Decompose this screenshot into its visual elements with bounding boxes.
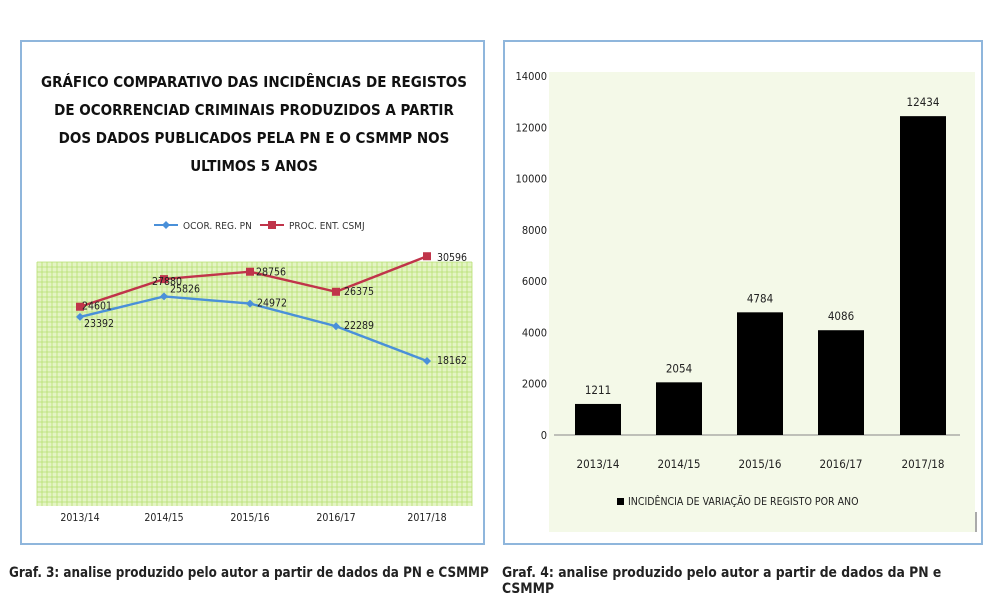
plot-area: 1211 2054 4784 4086 12434 — [549, 72, 977, 532]
legend-label: OCOR. REG. PN — [183, 221, 252, 232]
figure-caption-right: Graf. 4: analise produzido pelo autor a … — [502, 565, 942, 597]
chart-title-line: GRÁFICO COMPARATIVO DAS INCIDÊNCIAS DE R… — [41, 72, 467, 91]
bar — [737, 312, 783, 435]
bar-value-label: 12434 — [907, 95, 940, 109]
bar-value-label: 4086 — [828, 309, 854, 323]
bar — [575, 403, 621, 435]
legend-swatch — [617, 498, 624, 505]
data-point — [423, 356, 431, 365]
x-tick-label: 2014/15 — [144, 512, 183, 524]
data-point — [246, 299, 254, 308]
y-tick-label: 14000 — [516, 70, 547, 83]
data-label: 24972 — [257, 298, 287, 310]
data-label: 22289 — [344, 320, 374, 332]
x-tick-label: 2013/14 — [577, 457, 620, 471]
y-tick-label: 12000 — [516, 121, 547, 134]
data-label: 24601 — [82, 301, 112, 313]
bar-value-label: 2054 — [666, 361, 692, 375]
y-tick-label: 8000 — [522, 224, 547, 237]
data-point — [246, 267, 254, 276]
data-point — [76, 302, 84, 311]
data-point — [332, 322, 340, 331]
y-axis-ticks: 0 2000 4000 6000 8000 10000 12000 14000 — [516, 70, 547, 442]
chart-legend: INCIDÊNCIA DE VARIAÇÃO DE REGISTO POR AN… — [617, 495, 859, 508]
y-tick-label: 0 — [541, 429, 547, 442]
line-chart-panel: GRÁFICO COMPARATIVO DAS INCIDÊNCIAS DE R… — [20, 40, 485, 545]
legend-label: PROC. ENT. CSMJ — [289, 221, 365, 232]
chart-title-line: ULTIMOS 5 ANOS — [190, 157, 318, 175]
data-label: 25826 — [170, 283, 200, 295]
x-tick-label: 2017/18 — [902, 457, 945, 471]
bar-value-label: 4784 — [747, 291, 773, 305]
data-label: 30596 — [437, 252, 467, 264]
y-tick-label: 4000 — [522, 326, 547, 339]
x-tick-label: 2016/17 — [316, 512, 355, 524]
line-chart: GRÁFICO COMPARATIVO DAS INCIDÊNCIAS DE R… — [36, 72, 473, 524]
chart-title: GRÁFICO COMPARATIVO DAS INCIDÊNCIAS DE R… — [41, 72, 467, 175]
x-tick-label: 2015/16 — [739, 457, 782, 471]
y-tick-label: 10000 — [516, 173, 547, 186]
chart-title-line: DOS DADOS PUBLICADOS PELA PN E O CSMMP N… — [59, 129, 450, 147]
x-tick-label: 2017/18 — [407, 512, 446, 524]
data-label: 18162 — [437, 355, 467, 367]
legend-marker — [268, 221, 276, 229]
bar-value-label: 1211 — [585, 383, 611, 397]
figure-caption-left: Graf. 3: analise produzido pelo autor a … — [9, 565, 489, 581]
data-label: 26375 — [344, 286, 374, 298]
legend-label: INCIDÊNCIA DE VARIAÇÃO DE REGISTO POR AN… — [628, 495, 859, 508]
y-tick-label: 2000 — [522, 378, 547, 391]
data-label: 27880 — [152, 276, 182, 288]
data-point — [160, 292, 168, 301]
data-point — [332, 287, 340, 296]
bar — [656, 382, 702, 435]
x-axis-ticks: 2013/14 2014/15 2015/16 2016/17 2017/18 — [60, 512, 446, 524]
plot-area: 23392 25826 24972 22289 18162 24601 27880 28756… — [36, 252, 473, 506]
data-point — [160, 275, 168, 284]
bar — [900, 116, 946, 436]
chart-legend: OCOR. REG. PN PROC. ENT. CSMJ — [154, 221, 365, 232]
plot-background — [37, 262, 472, 506]
x-tick-label: 2013/14 — [60, 512, 99, 524]
x-tick-label: 2015/16 — [230, 512, 269, 524]
data-point — [76, 312, 84, 321]
x-tick-label: 2016/17 — [820, 457, 863, 471]
data-label: 28756 — [256, 267, 286, 279]
chart-title-line: DE OCORRENCIAD CRIMINAIS PRODUZIDOS A PA… — [54, 101, 454, 119]
y-tick-label: 6000 — [522, 275, 547, 288]
x-axis-ticks: 2013/14 2014/15 2015/16 2016/17 2017/18 — [577, 457, 945, 471]
bar — [818, 330, 864, 435]
x-tick-label: 2014/15 — [658, 457, 701, 471]
data-point — [423, 252, 431, 261]
data-label: 23392 — [84, 318, 114, 330]
bar-chart-panel: 1211 2054 4784 4086 12434 0 2000 4000 6000 8000 1… — [503, 40, 983, 545]
legend-marker — [162, 221, 170, 229]
